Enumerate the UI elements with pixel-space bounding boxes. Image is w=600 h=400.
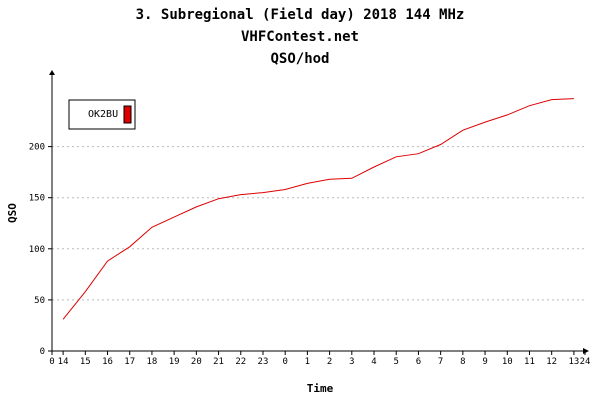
x-tick-label-20: 9: [482, 357, 487, 367]
x-tick-label-1: 14: [58, 357, 69, 367]
legend-label: OK2BU: [88, 109, 118, 120]
x-tick-label-18: 7: [438, 357, 443, 367]
y-tick-label-4: 200: [29, 143, 45, 153]
x-tick-label-9: 22: [235, 357, 246, 367]
chart-title: 3. Subregional (Field day) 2018 144 MHz: [136, 7, 465, 23]
series-group: [62, 98, 574, 320]
x-tick-label-7: 20: [191, 357, 202, 367]
x-tick-label-15: 4: [371, 357, 376, 367]
y-axis-label: QSO: [6, 203, 19, 223]
y-tick-label-3: 150: [29, 194, 45, 204]
x-axis-label: Time: [307, 382, 334, 395]
x-tick-label-3: 16: [102, 357, 113, 367]
x-tick-label-0: 0: [49, 357, 54, 367]
x-axis-arrow: [583, 348, 589, 354]
legend-swatch: [123, 105, 132, 124]
x-tick-label-6: 19: [169, 357, 180, 367]
x-tick-label-16: 5: [394, 357, 399, 367]
x-tick-label-10: 23: [258, 357, 269, 367]
x-tick-label-23: 12: [546, 357, 557, 367]
x-tick-label-22: 11: [524, 357, 535, 367]
x-axis-ticks: 0 14 15 16 17 18 19 20 21 22 23 0 1 2 3 4 5 6 7 8 9 10 11 12 13 2…: [49, 351, 590, 367]
y-tick-label-2: 100: [29, 245, 45, 255]
y-tick-label-0: 0: [40, 347, 45, 357]
y-axis-ticks: 0 50 100 150 200: [29, 143, 52, 357]
legend: OK2BU: [68, 99, 136, 130]
x-tick-label-14: 3: [349, 357, 354, 367]
chart-subtitle: VHFContest.net: [241, 29, 359, 45]
x-tick-label-8: 21: [213, 357, 224, 367]
x-tick-label-4: 17: [124, 357, 135, 367]
x-tick-label-2: 15: [80, 357, 91, 367]
grid-lines: [52, 146, 585, 301]
series-line-0: [62, 98, 574, 320]
x-tick-label-24: 13: [568, 357, 579, 367]
x-tick-label-12: 1: [305, 357, 310, 367]
y-tick-label-1: 50: [34, 296, 45, 306]
x-tick-label-11: 0: [282, 357, 287, 367]
x-tick-label-25: 24: [580, 357, 591, 367]
x-tick-label-13: 2: [327, 357, 332, 367]
y-axis-arrow: [49, 70, 55, 75]
x-tick-label-17: 6: [416, 357, 421, 367]
chart-unit-title: QSO/hod: [270, 51, 329, 67]
x-tick-label-5: 18: [147, 357, 158, 367]
x-tick-label-21: 10: [502, 357, 513, 367]
x-tick-label-19: 8: [460, 357, 465, 367]
